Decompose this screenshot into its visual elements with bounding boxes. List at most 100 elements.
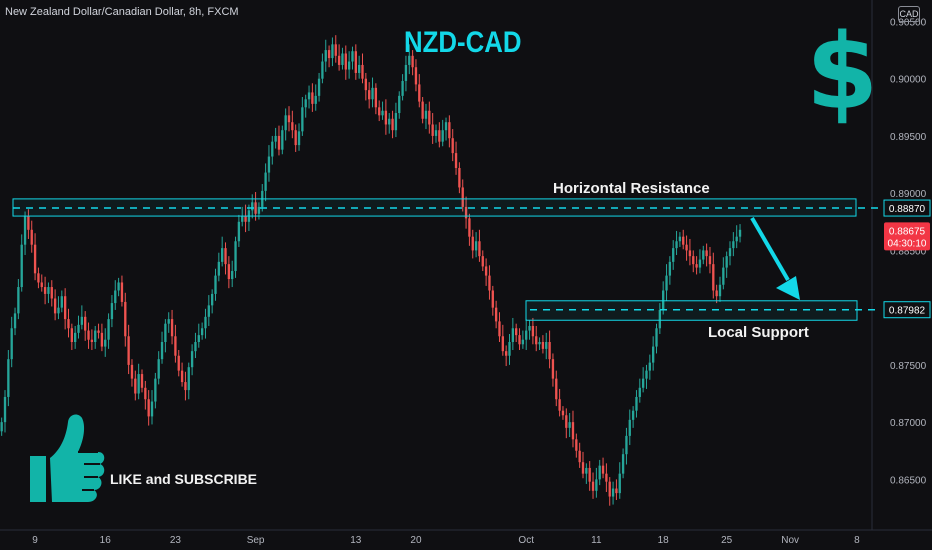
candle-body	[287, 115, 291, 123]
candle-body	[428, 110, 431, 125]
candle-body	[224, 248, 227, 265]
candle-body	[13, 313, 17, 329]
candle-body	[645, 370, 648, 379]
candle-body	[631, 410, 635, 420]
y-tick-label: 0.90500	[890, 17, 927, 28]
candle-body	[227, 264, 231, 280]
candle-body	[738, 229, 742, 237]
candle-body	[732, 241, 735, 249]
candle-body	[708, 256, 712, 265]
candle-body	[595, 479, 598, 491]
candle-body	[67, 319, 70, 329]
candle-body	[241, 216, 244, 222]
candle-body	[97, 330, 100, 333]
candle-body	[421, 101, 424, 119]
candle-body	[578, 450, 581, 463]
candle-body	[17, 287, 20, 314]
candle-body	[725, 256, 728, 268]
candle-body	[134, 378, 137, 394]
candle-body	[441, 130, 444, 142]
currency-badge[interactable]: CAD	[898, 6, 920, 22]
candle-body	[337, 55, 341, 65]
candle-body	[615, 488, 618, 494]
candle-body	[501, 336, 504, 352]
candle-body	[478, 241, 481, 257]
candle-body	[675, 241, 678, 249]
candle-body	[474, 241, 478, 251]
x-tick-label: 25	[721, 535, 733, 546]
candle-body	[124, 301, 127, 337]
candle-body	[281, 130, 284, 150]
candle-body	[361, 64, 364, 79]
candle-body	[23, 216, 27, 245]
support-price-tag	[883, 301, 931, 319]
candle-body	[321, 61, 324, 79]
candle-body	[518, 335, 521, 345]
candle-body	[314, 95, 317, 104]
candle-body	[685, 244, 688, 251]
candle-body	[471, 236, 474, 251]
candle-body	[187, 367, 190, 391]
candle-body	[27, 216, 30, 230]
candle-body	[438, 130, 441, 142]
candle-body	[448, 122, 451, 139]
candle-body	[217, 261, 221, 276]
candle-body	[571, 422, 575, 440]
candle-body	[127, 336, 130, 365]
candle-body	[521, 339, 525, 345]
candle-body	[491, 290, 494, 308]
last-price-label: 0.88675	[889, 226, 926, 237]
candle-body	[558, 399, 561, 411]
candle-body	[722, 267, 725, 285]
candle-body	[43, 287, 47, 294]
candle-body	[194, 342, 197, 352]
candle-body	[87, 330, 90, 340]
candle-body	[381, 110, 384, 116]
candle-body	[237, 221, 241, 242]
candle-body	[588, 467, 591, 482]
candle-body	[388, 118, 391, 125]
candle-body	[591, 481, 595, 491]
candle-body	[541, 342, 545, 349]
candle-body	[184, 382, 187, 391]
candle-body	[274, 135, 277, 142]
candle-body	[735, 236, 738, 242]
y-tick-label: 0.90000	[890, 75, 927, 86]
candle-body	[50, 287, 53, 299]
candle-body	[525, 330, 528, 340]
candle-body	[411, 55, 414, 68]
candle-body	[641, 378, 645, 388]
candle-body	[214, 275, 217, 294]
x-tick-label: 9	[32, 535, 38, 546]
candle-body	[728, 248, 732, 257]
candle-body	[63, 296, 67, 320]
candle-body	[548, 342, 551, 360]
candle-body	[84, 316, 87, 331]
candle-body	[354, 51, 357, 73]
candle-body	[628, 419, 631, 436]
candle-body	[311, 92, 314, 104]
candle-body	[60, 296, 63, 308]
candle-body	[601, 465, 605, 474]
candle-body	[424, 110, 428, 119]
candle-body	[210, 293, 214, 306]
x-tick-label: Sep	[247, 535, 265, 546]
candle-body	[618, 473, 621, 494]
candle-body	[625, 435, 628, 455]
y-tick-label: 0.87000	[890, 418, 927, 429]
candle-body	[391, 118, 394, 131]
candle-body	[384, 110, 388, 125]
candle-body	[160, 342, 164, 360]
candle-body	[170, 319, 174, 337]
candle-body	[264, 172, 267, 191]
support-zone	[525, 300, 858, 321]
candle-body	[561, 410, 565, 416]
candle-body	[394, 113, 398, 131]
candle-body	[651, 346, 655, 363]
candle-body	[40, 282, 43, 288]
candle-body	[297, 131, 301, 146]
candle-body	[515, 328, 518, 336]
candle-body	[94, 330, 97, 342]
candle-body	[347, 61, 351, 70]
